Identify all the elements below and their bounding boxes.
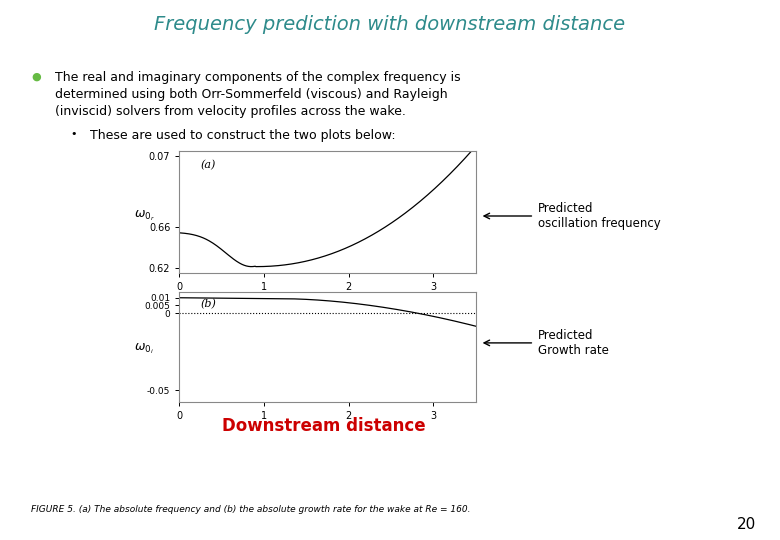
Text: These are used to construct the two plots below:: These are used to construct the two plot… bbox=[90, 129, 395, 141]
Text: ●: ● bbox=[31, 71, 41, 82]
Text: The real and imaginary components of the complex frequency is
determined using b: The real and imaginary components of the… bbox=[55, 71, 460, 118]
Text: (a): (a) bbox=[200, 160, 215, 170]
Text: Downstream distance: Downstream distance bbox=[222, 417, 426, 435]
Text: •: • bbox=[70, 129, 76, 139]
Text: Frequency prediction with downstream distance: Frequency prediction with downstream dis… bbox=[154, 15, 626, 34]
Text: FIGURE 5. (a) The absolute frequency and (b) the absolute growth rate for the wa: FIGURE 5. (a) The absolute frequency and… bbox=[31, 505, 470, 514]
Text: 20: 20 bbox=[737, 517, 757, 532]
Text: $\omega_{0_r}$: $\omega_{0_r}$ bbox=[134, 209, 154, 223]
Text: Predicted
oscillation frequency: Predicted oscillation frequency bbox=[538, 202, 661, 230]
Text: $\omega_{0_i}$: $\omega_{0_i}$ bbox=[134, 341, 154, 355]
Text: (b): (b) bbox=[200, 299, 216, 309]
Text: Predicted
Growth rate: Predicted Growth rate bbox=[538, 329, 609, 357]
